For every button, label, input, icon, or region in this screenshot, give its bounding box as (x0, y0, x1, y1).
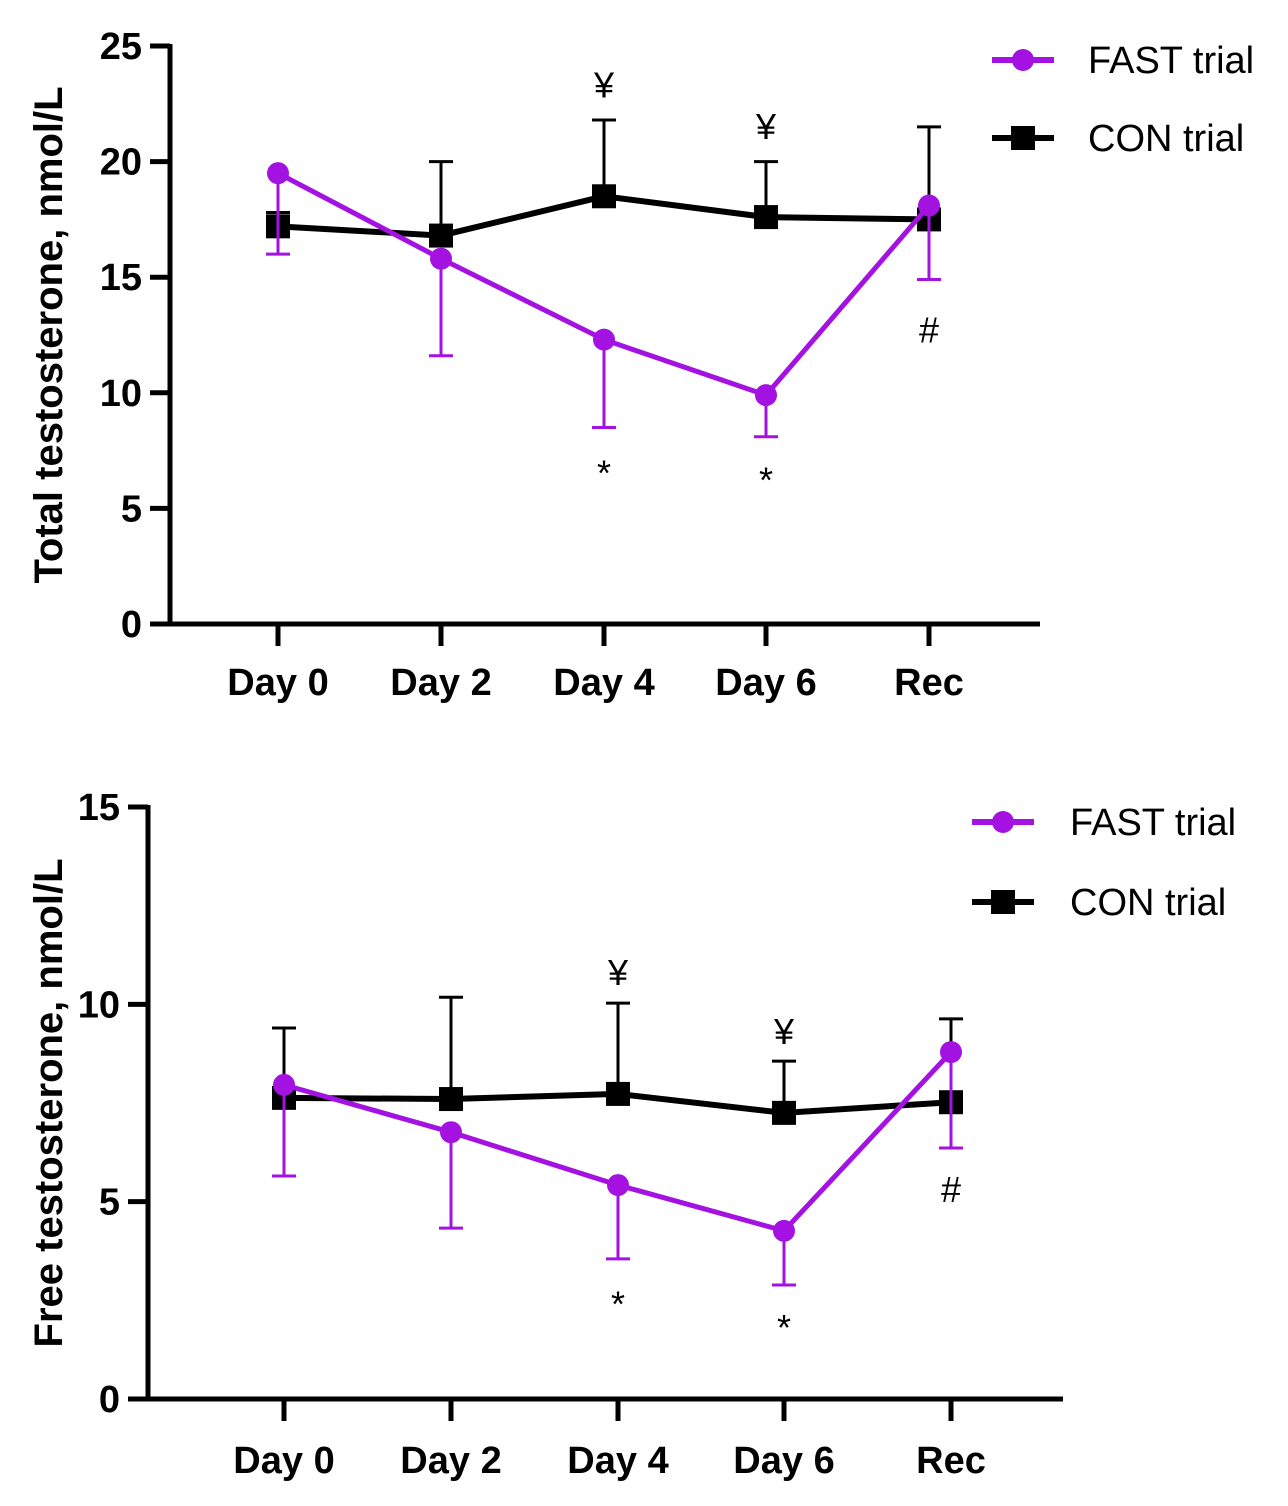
chart-1: 0 5 10 15 20 25 Day 0 Day 2 Day 4 Day 6 Rec Total t… (27, 26, 1254, 704)
x-tick-label: Rec (894, 662, 964, 704)
y-tick-label: 15 (78, 787, 120, 829)
data-point (429, 223, 453, 248)
legend-marker (1011, 126, 1035, 150)
significance-marker: * (597, 453, 611, 494)
chart-2: 0 5 10 15 Day 0 Day 2 Day 4 Day 6 Rec Free testos… (27, 787, 1236, 1482)
significance-marker: * (777, 1307, 791, 1348)
data-point (607, 1174, 629, 1197)
series-con (266, 118, 941, 248)
legend-label: CON trial (1088, 118, 1244, 160)
data-point (439, 1087, 463, 1112)
data-point (430, 247, 452, 270)
legend-label: CON trial (1070, 882, 1226, 924)
y-tick-label: 15 (100, 257, 142, 299)
x-tick-label: Day 6 (715, 662, 816, 704)
legend-label: FAST trial (1070, 802, 1236, 844)
significance-marker: ¥ (593, 64, 615, 105)
y-axis-label: Total testosterone, nmol/L (27, 86, 71, 583)
x-tick-label: Day 0 (233, 1440, 334, 1482)
y-tick-label: 5 (99, 1182, 120, 1224)
x-tick-label: Day 4 (567, 1440, 668, 1482)
y-tick-label: 10 (100, 373, 142, 415)
series-fast (272, 1041, 963, 1287)
y-axis-label: Free testosterone, nmol/L (27, 859, 71, 1348)
data-point (772, 1100, 796, 1125)
data-point (593, 328, 615, 351)
data-point (754, 205, 778, 230)
significance-marker: * (611, 1283, 625, 1324)
y-tick-label: 5 (121, 488, 142, 530)
x-tick-label: Day 4 (553, 662, 654, 704)
data-point (773, 1219, 795, 1242)
legend-label: FAST trial (1088, 40, 1254, 82)
x-tick-label: Day 6 (733, 1440, 834, 1482)
legend-marker (992, 811, 1014, 833)
data-point (592, 184, 616, 209)
significance-marker: * (759, 460, 773, 501)
significance-marker: ¥ (773, 1011, 795, 1052)
data-point (940, 1041, 962, 1064)
y-tick-label: 10 (78, 984, 120, 1026)
series-fast (266, 162, 941, 439)
data-point (273, 1073, 295, 1096)
y-tick-label: 0 (99, 1379, 120, 1421)
significance-marker: ¥ (755, 106, 777, 147)
legend-marker (1012, 49, 1034, 71)
significance-marker: # (919, 309, 939, 350)
series-con (272, 995, 963, 1125)
y-tick-label: 25 (100, 26, 142, 68)
significance-marker: ¥ (607, 952, 629, 993)
y-tick-label: 0 (121, 604, 142, 646)
data-point (440, 1121, 462, 1144)
x-tick-label: Day 2 (390, 662, 491, 704)
x-tick-label: Day 2 (400, 1440, 501, 1482)
x-tick-label: Day 0 (227, 662, 328, 704)
significance-marker: # (941, 1169, 961, 1210)
data-point (918, 194, 940, 217)
data-point (267, 162, 289, 185)
y-tick-label: 20 (100, 142, 142, 184)
legend-marker (991, 890, 1015, 914)
data-point (755, 384, 777, 407)
data-point (606, 1081, 630, 1106)
x-tick-label: Rec (916, 1440, 986, 1482)
